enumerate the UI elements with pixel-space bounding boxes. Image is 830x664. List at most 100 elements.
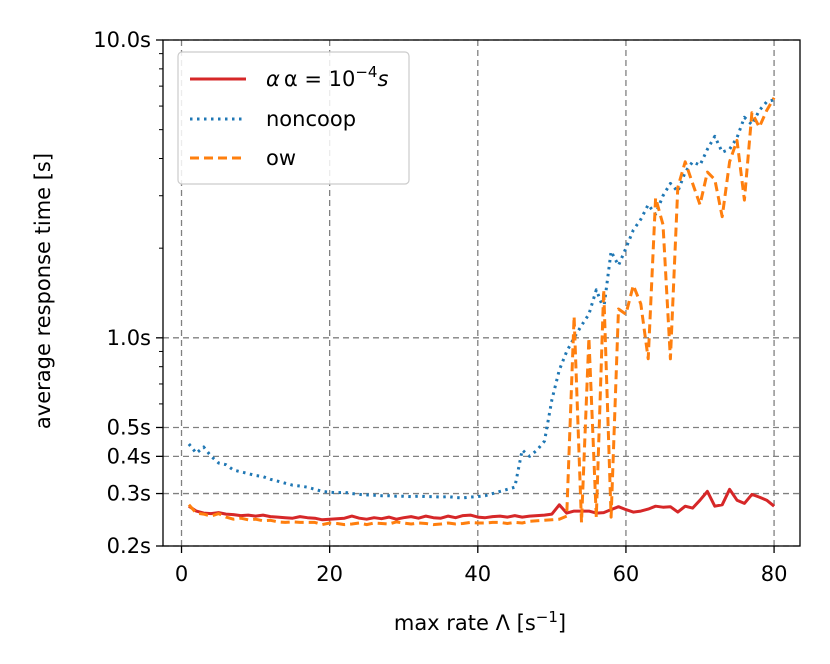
data-point <box>491 515 493 517</box>
data-point <box>595 516 597 518</box>
data-point <box>565 512 567 514</box>
x-tick-label: 80 <box>761 562 788 586</box>
data-point <box>662 223 664 225</box>
data-point <box>469 514 471 516</box>
data-point <box>521 449 523 451</box>
data-point <box>388 495 390 497</box>
data-point <box>751 123 753 125</box>
data-point <box>254 518 256 520</box>
data-point <box>447 522 449 524</box>
data-point <box>336 522 338 524</box>
data-point <box>588 313 590 315</box>
data-point <box>758 496 760 498</box>
data-point <box>195 452 197 454</box>
data-point <box>328 491 330 493</box>
data-point <box>699 203 701 205</box>
data-point <box>321 519 323 521</box>
data-point <box>454 496 456 498</box>
data-point <box>462 497 464 499</box>
data-point <box>225 516 227 518</box>
data-point <box>343 523 345 525</box>
y-tick-label: 0.4s <box>107 444 151 468</box>
data-point <box>417 522 419 524</box>
data-point <box>232 513 234 515</box>
data-point <box>210 512 212 514</box>
data-point <box>321 490 323 492</box>
data-point <box>232 518 234 520</box>
data-point <box>269 478 271 480</box>
data-point <box>403 522 405 524</box>
data-point <box>417 495 419 497</box>
data-point <box>751 493 753 495</box>
data-point <box>203 513 205 515</box>
data-point <box>721 504 723 506</box>
data-point <box>262 520 264 522</box>
data-point <box>410 495 412 497</box>
data-point <box>765 499 767 501</box>
data-point <box>625 508 627 510</box>
data-point <box>691 182 693 184</box>
data-point <box>514 486 516 488</box>
data-point <box>254 515 256 517</box>
data-point <box>306 486 308 488</box>
data-point <box>588 337 590 339</box>
data-point <box>277 521 279 523</box>
data-point <box>699 499 701 501</box>
data-point <box>536 514 538 516</box>
data-point <box>373 516 375 518</box>
data-point <box>351 492 353 494</box>
data-point <box>654 197 656 199</box>
x-axis: 0 20 40 60 80 <box>175 546 788 586</box>
data-point <box>240 517 242 519</box>
data-point <box>358 517 360 519</box>
data-point <box>240 514 242 516</box>
data-point <box>299 521 301 523</box>
data-point <box>558 518 560 520</box>
data-point <box>277 480 279 482</box>
data-point <box>225 513 227 515</box>
data-point <box>765 109 767 111</box>
y-axis: 0.2s0.3s0.4s0.5s1.0s10.0s <box>93 28 163 558</box>
data-point <box>617 308 619 310</box>
data-point <box>440 496 442 498</box>
data-point <box>573 315 575 317</box>
data-point <box>669 358 671 360</box>
data-point <box>528 520 530 522</box>
data-point <box>647 358 649 360</box>
data-point <box>743 116 745 118</box>
data-point <box>736 139 738 141</box>
data-point <box>662 506 664 508</box>
data-point <box>728 148 730 150</box>
data-point <box>299 485 301 487</box>
data-point <box>232 469 234 471</box>
data-point <box>284 521 286 523</box>
data-point <box>691 507 693 509</box>
data-point <box>640 218 642 220</box>
data-point <box>432 516 434 518</box>
data-point <box>632 511 634 513</box>
data-point <box>328 522 330 524</box>
data-point <box>721 216 723 218</box>
data-point <box>625 313 627 315</box>
data-point <box>217 512 219 514</box>
y-tick-label: 0.3s <box>107 482 151 506</box>
data-point <box>425 515 427 517</box>
data-point <box>536 449 538 451</box>
data-point <box>373 522 375 524</box>
data-point <box>380 495 382 497</box>
data-point <box>440 517 442 519</box>
data-point <box>477 522 479 524</box>
data-point <box>632 284 634 286</box>
data-point <box>247 514 249 516</box>
x-axis-label: max rate Λ [s−1] <box>394 608 566 635</box>
data-point <box>425 495 427 497</box>
data-point <box>528 455 530 457</box>
data-point <box>336 517 338 519</box>
data-point <box>373 494 375 496</box>
data-point <box>721 151 723 153</box>
data-point <box>477 495 479 497</box>
y-tick-label: 0.5s <box>107 415 151 439</box>
data-point <box>736 136 738 138</box>
x-tick-label: 40 <box>464 562 491 586</box>
data-point <box>351 515 353 517</box>
